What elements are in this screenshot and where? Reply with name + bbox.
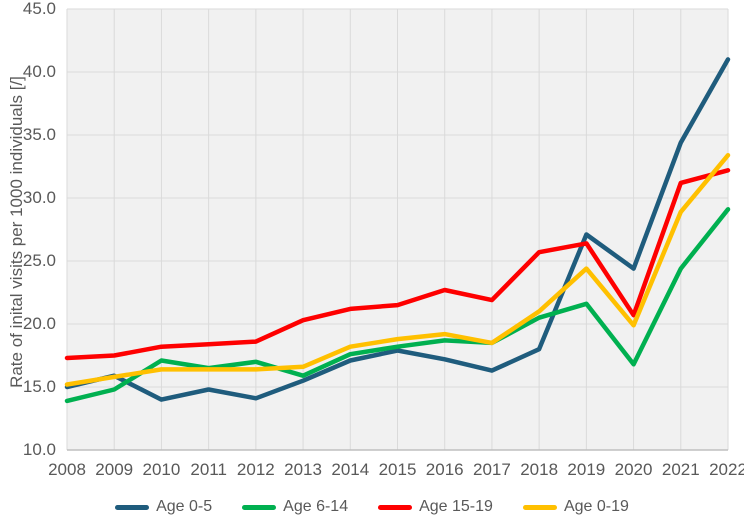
legend-item-age-0-19[interactable]: Age 0-19 <box>522 498 629 516</box>
x-tick-label: 2016 <box>425 460 464 479</box>
x-tick-label: 2017 <box>473 460 511 479</box>
x-tick-label: 2015 <box>378 460 417 479</box>
legend-label-age-0-19: Age 0-19 <box>563 498 629 515</box>
legend-line-swatch-age-6-14 <box>242 504 277 510</box>
y-tick-label: 40.0 <box>22 62 56 81</box>
legend-line-swatch-age-0-19 <box>522 504 557 510</box>
y-tick-label: 30.0 <box>22 188 56 207</box>
x-tick-label: 2022 <box>709 460 744 479</box>
x-tick-label: 2019 <box>567 460 606 479</box>
y-tick-label: 25.0 <box>22 251 56 270</box>
legend-label-age-6-14: Age 6-14 <box>283 498 349 515</box>
legend-line-swatch-age-15-19 <box>378 504 413 510</box>
y-tick-label: 10.0 <box>22 440 56 459</box>
x-tick-label: 2010 <box>142 460 181 479</box>
legend-label-age-15-19: Age 15-19 <box>419 498 493 515</box>
series-line-age-6-14[interactable] <box>64 207 731 404</box>
series-line-age-0-5[interactable] <box>64 57 731 402</box>
series-line-age-0-19[interactable] <box>64 152 731 387</box>
x-tick-label: 2018 <box>520 460 559 479</box>
x-tick-label: 2012 <box>236 460 275 479</box>
y-tick-label: 20.0 <box>22 314 56 333</box>
legend-item-age-15-19[interactable]: Age 15-19 <box>378 498 493 516</box>
x-tick-label: 2008 <box>48 460 86 479</box>
y-tick-label: 35.0 <box>22 125 56 144</box>
x-tick-label: 2021 <box>661 460 700 479</box>
legend-item-age-0-5[interactable]: Age 0-5 <box>115 498 212 516</box>
legend-label-age-0-5: Age 0-5 <box>156 498 213 515</box>
y-tick-label: 15.0 <box>22 377 56 396</box>
x-tick-label: 2014 <box>331 460 370 479</box>
legend-item-age-6-14[interactable]: Age 6-14 <box>242 498 348 516</box>
x-tick-label: 2009 <box>95 460 134 479</box>
legend-line-swatch-age-0-5 <box>115 504 150 510</box>
y-tick-label: 45.0 <box>22 0 56 18</box>
legend: Age 0-5 Age 6-14 Age 15-19 Age 0-19 <box>0 494 744 518</box>
x-tick-label: 2011 <box>190 460 227 479</box>
series-line-age-15-19[interactable] <box>64 168 731 361</box>
x-tick-label: 2013 <box>284 460 322 479</box>
x-tick-label: 2020 <box>614 460 653 479</box>
